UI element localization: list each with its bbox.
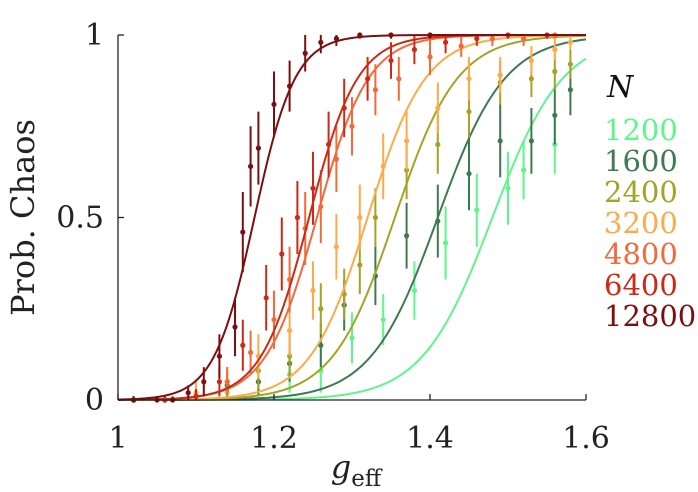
data-point	[474, 207, 480, 213]
x-tick-label: 1	[108, 421, 127, 456]
fit-curve-12800	[117, 34, 586, 401]
plot-area	[117, 32, 587, 403]
x-tick-label: 1.6	[562, 421, 610, 456]
data-point	[521, 36, 527, 42]
data-point	[271, 317, 277, 323]
data-point	[567, 87, 574, 93]
data-point	[248, 349, 254, 356]
data-point	[333, 244, 339, 250]
data-point	[372, 87, 378, 93]
data-point	[411, 287, 417, 294]
data-point	[357, 214, 363, 221]
data-point	[474, 36, 480, 42]
data-point	[396, 76, 402, 82]
data-point	[443, 39, 449, 45]
data-point	[349, 335, 355, 341]
data-point	[380, 317, 386, 323]
legend-entry-4800: 4800	[604, 237, 678, 271]
data-point	[443, 240, 449, 246]
data-point	[365, 76, 371, 82]
data-point	[528, 57, 535, 64]
legend-title: N	[606, 70, 635, 105]
y-axis-title: Prob. Chaos	[4, 119, 42, 316]
data-point	[248, 163, 254, 169]
axes: 1 1.2 1.4 1.6 0 0.5 1 geff Prob. Chaos	[4, 18, 610, 492]
data-point	[263, 295, 269, 301]
legend-entry-3200: 3200	[604, 206, 678, 240]
data-point	[341, 105, 347, 111]
data-point	[552, 68, 558, 75]
data-point	[497, 138, 503, 144]
x-tick-label: 1.4	[406, 421, 454, 456]
data-point	[427, 54, 433, 60]
data-point	[466, 171, 472, 177]
data-point	[333, 156, 339, 162]
data-point	[302, 50, 308, 56]
data-point	[271, 101, 277, 107]
data-point	[287, 83, 293, 89]
legend-entry-2400: 2400	[604, 175, 678, 209]
legend-entry-6400: 6400	[604, 268, 678, 302]
data-point	[567, 61, 574, 67]
y-tick-label: 0.5	[56, 201, 104, 236]
data-point	[435, 105, 441, 111]
data-point	[357, 32, 363, 38]
data-point	[216, 353, 222, 359]
data-point	[552, 47, 558, 53]
x-tick-label: 1.2	[250, 421, 298, 456]
data-point	[505, 185, 511, 191]
data-point	[404, 233, 410, 239]
data-point	[466, 76, 472, 82]
data-point	[201, 379, 207, 385]
data-point	[489, 36, 495, 42]
data-point	[427, 32, 433, 38]
data-point	[349, 123, 355, 129]
data-point	[372, 214, 378, 221]
y-tick-label: 0	[85, 383, 104, 418]
data-point	[318, 306, 324, 312]
data-point	[216, 379, 222, 385]
data-point	[521, 167, 527, 173]
legend-entry-12800: 12800	[604, 299, 696, 333]
data-point	[333, 36, 339, 42]
data-point	[458, 43, 464, 49]
data-point	[466, 109, 472, 115]
data-point	[255, 145, 261, 151]
data-point	[294, 214, 300, 221]
data-point	[287, 328, 293, 334]
legend-entry-1600: 1600	[604, 144, 678, 178]
data-point	[380, 163, 386, 169]
data-point	[528, 76, 535, 82]
data-point	[404, 138, 410, 144]
data-point	[318, 203, 324, 210]
data-point	[310, 185, 316, 191]
data-point	[388, 57, 394, 64]
data-point	[240, 229, 246, 235]
data-point	[388, 32, 394, 38]
data-point	[279, 251, 285, 257]
data-point	[318, 39, 324, 45]
data-point	[357, 262, 363, 268]
data-point	[240, 342, 246, 348]
data-point	[224, 379, 230, 385]
data-point	[193, 393, 199, 399]
data-point	[567, 39, 574, 45]
data-point	[326, 141, 332, 148]
data-point	[497, 72, 503, 78]
data-point	[310, 287, 316, 294]
data-point	[185, 390, 191, 396]
legend-entry-1200: 1200	[604, 113, 678, 147]
data-point	[435, 141, 441, 148]
x-axis-title: geff	[331, 448, 383, 492]
data-point	[435, 218, 441, 224]
data-point	[528, 138, 535, 144]
data-point	[552, 112, 558, 118]
data-point	[232, 324, 238, 330]
y-tick-label: 1	[85, 18, 104, 53]
data-point	[411, 47, 417, 53]
